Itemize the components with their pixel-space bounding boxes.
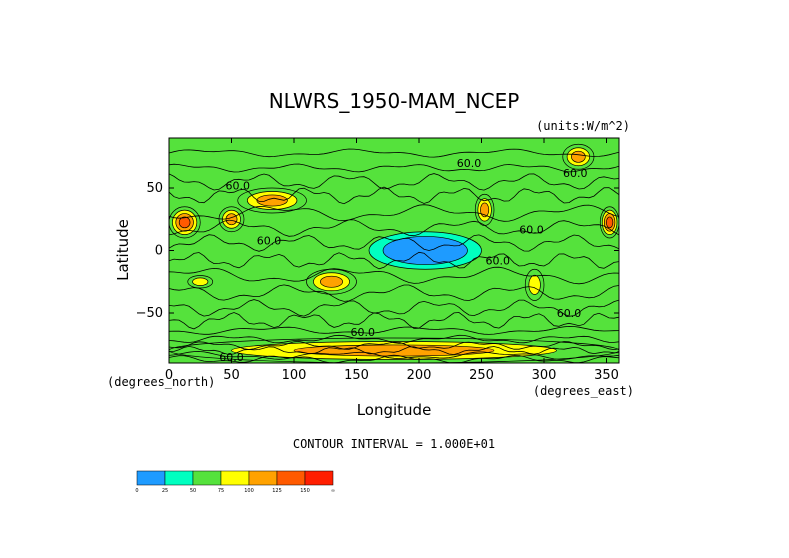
feature-level xyxy=(480,202,490,218)
contour-line xyxy=(169,345,619,356)
contour-label-8: 60.0 xyxy=(219,351,244,364)
colorbar-swatch xyxy=(164,470,194,486)
feature-1 xyxy=(218,206,245,233)
contour-label-6: 60.0 xyxy=(557,307,582,320)
contour-line xyxy=(169,186,619,205)
contour-line xyxy=(169,284,619,302)
y-axis-label: Latitude xyxy=(114,219,132,281)
colorbar: 0 25 50 75 100 125 150 ∞ xyxy=(135,470,335,494)
x-tick-label: 300 xyxy=(532,368,557,383)
feature-level xyxy=(256,194,288,207)
feature-3 xyxy=(187,275,214,289)
y-unit-label: (degrees_north) xyxy=(107,375,215,389)
x-tick-label: 150 xyxy=(344,368,369,383)
feature-4 xyxy=(306,268,357,295)
contour-line xyxy=(169,251,619,270)
contour-label-2: 60.0 xyxy=(226,180,251,193)
feature-level xyxy=(528,274,541,295)
contour-line xyxy=(169,234,619,252)
contour-line xyxy=(169,334,619,344)
feature-level xyxy=(382,236,468,265)
colorbar-tick-label: 150 xyxy=(300,488,310,494)
colorbar-tick-label: ∞ xyxy=(331,488,335,494)
feature-level xyxy=(293,344,495,357)
y-tick-label: −50 xyxy=(136,306,163,321)
x-tick-label: 50 xyxy=(223,368,240,383)
contour-label-7: 60.0 xyxy=(351,326,376,339)
feature-level xyxy=(320,275,343,288)
contour-line xyxy=(169,148,619,158)
x-tick-label: 100 xyxy=(282,368,307,383)
x-tick-label: 200 xyxy=(407,368,432,383)
contour-label-3: 60.0 xyxy=(257,235,282,248)
y-tick-label: 0 xyxy=(155,244,163,259)
x-tick-label: 0 xyxy=(165,368,173,383)
feature-9 xyxy=(368,231,482,270)
contour-line xyxy=(169,340,619,351)
colorbar-swatch xyxy=(192,470,222,486)
feature-level xyxy=(178,216,191,229)
feature-6 xyxy=(524,268,545,301)
x-tick-label: 250 xyxy=(469,368,494,383)
colorbar-swatch xyxy=(136,470,166,486)
contour-line xyxy=(169,325,619,335)
contour-line xyxy=(169,351,619,360)
colorbar-tick-label: 0 xyxy=(135,488,138,494)
contour-label-5: 60.0 xyxy=(486,255,511,268)
feature-level xyxy=(225,213,238,226)
x-axis-label: Longitude xyxy=(357,401,432,419)
contour-line xyxy=(169,312,619,330)
colorbar-tick-label: 75 xyxy=(218,488,224,494)
feature-0 xyxy=(169,206,201,239)
contour-label-4: 60.0 xyxy=(519,223,544,236)
colorbar-swatch xyxy=(276,470,306,486)
feature-5 xyxy=(474,193,495,226)
colorbar-tick-label: 50 xyxy=(190,488,196,494)
feature-level xyxy=(571,150,586,163)
colorbar-swatch xyxy=(220,470,250,486)
feature-8 xyxy=(599,206,619,239)
units-label: (units:W/m^2) xyxy=(536,119,630,133)
colorbar-tick-label: 125 xyxy=(272,488,282,494)
y-tick-label: 50 xyxy=(146,181,163,196)
chart-title: NLWRS_1950-MAM_NCEP xyxy=(269,89,520,113)
plot-area xyxy=(169,138,619,363)
contour-line xyxy=(169,173,619,191)
contour-line xyxy=(169,266,619,285)
feature-level xyxy=(192,277,209,286)
colorbar-tick-label: 100 xyxy=(244,488,254,494)
colorbar-tick-label: 25 xyxy=(162,488,168,494)
colorbar-swatch xyxy=(304,470,334,486)
contour-line xyxy=(169,163,619,173)
feature-7 xyxy=(562,143,595,170)
contour-line xyxy=(169,299,619,317)
contour-interval-label: CONTOUR INTERVAL = 1.000E+01 xyxy=(293,437,495,451)
x-unit-label: (degrees_east) xyxy=(533,384,634,398)
contour-line xyxy=(169,204,619,222)
contour-line xyxy=(169,219,619,237)
feature-level xyxy=(606,216,614,229)
x-tick-label: 350 xyxy=(594,368,619,383)
contour-label-0: 60.0 xyxy=(457,157,482,170)
colorbar-swatch xyxy=(248,470,278,486)
contour-label-1: 60.0 xyxy=(563,167,588,180)
